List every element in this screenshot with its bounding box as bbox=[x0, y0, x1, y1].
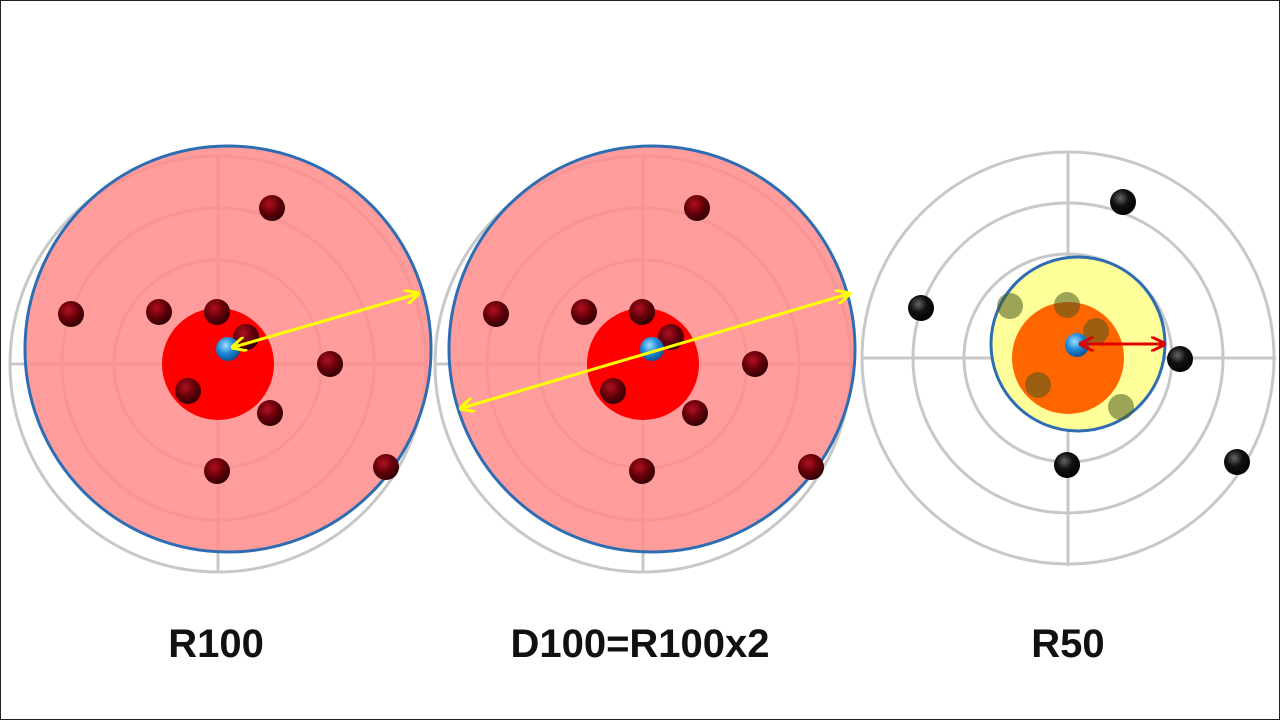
diameter-arrow bbox=[462, 294, 848, 408]
shot-holes bbox=[58, 195, 399, 484]
label-r100: R100 bbox=[168, 622, 264, 666]
label-d100: D100=R100x2 bbox=[510, 622, 770, 666]
label-r50: R50 bbox=[1031, 622, 1105, 666]
radius-arrow bbox=[234, 294, 417, 347]
inner-orange-circle bbox=[1012, 302, 1124, 414]
group-center-marker bbox=[216, 337, 240, 361]
target-left bbox=[8, 144, 433, 574]
shot-holes bbox=[908, 189, 1250, 478]
target-middle bbox=[433, 144, 857, 574]
target-right bbox=[860, 150, 1276, 566]
